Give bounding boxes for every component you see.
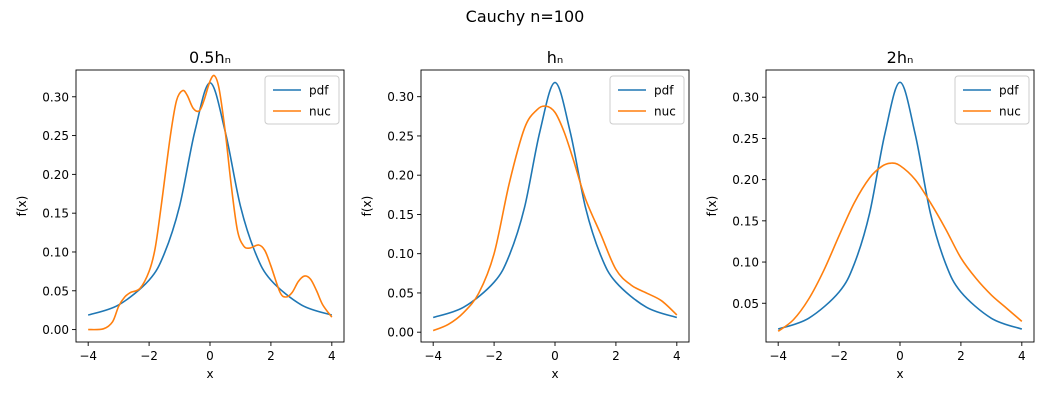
x-tick-label: 4 (328, 349, 336, 363)
subplot-title: 2hₙ (887, 48, 914, 67)
figure-suptitle: Cauchy n=100 (466, 7, 585, 26)
subplot-title: 0.5hₙ (189, 48, 231, 67)
x-tick-label: −4 (424, 349, 442, 363)
y-tick-label: 0.10 (732, 256, 759, 270)
y-tick-label: 0.10 (387, 247, 414, 261)
legend-label-pdf: pdf (999, 84, 1019, 98)
legend: pdf nuc (954, 75, 1030, 125)
legend-label-nuc: nuc (654, 105, 676, 119)
y-axis-label: f(x) (705, 196, 719, 217)
y-tick-label: 0.20 (732, 173, 759, 187)
series-line-pdf (432, 81, 678, 319)
y-tick-label: 0.05 (732, 297, 759, 311)
y-axis-label: f(x) (15, 196, 29, 217)
subplot-1: 0.5hₙ −4 −2 0 2 4 0.00 0.05 0.10 0.15 0.20 0.25 0.30… (15, 48, 345, 381)
series-line-nuc (777, 162, 1023, 332)
legend: pdf nuc (609, 75, 685, 125)
x-tick-label: 2 (267, 349, 275, 363)
y-tick-label: 0.25 (732, 132, 759, 146)
y-tick-label: 0.30 (42, 90, 69, 104)
y-axis-label: f(x) (360, 196, 374, 217)
y-tick-label: 0.25 (42, 129, 69, 143)
y-tick-label: 0.05 (42, 284, 69, 298)
legend-label-pdf: pdf (309, 84, 329, 98)
x-tick-label: 4 (1018, 349, 1026, 363)
x-tick-label: −4 (769, 349, 787, 363)
y-tick-label: 0.30 (732, 91, 759, 105)
y-tick-label: 0.20 (387, 169, 414, 183)
series-line-pdf (777, 81, 1023, 330)
x-tick-label: −4 (79, 349, 97, 363)
subplot-2: hₙ −4 −2 0 2 4 0.00 0.05 0.10 0.15 0.20 0.25 0.30 x f(… (360, 48, 690, 381)
y-tick-label: 0.15 (387, 208, 414, 222)
x-tick-label: −2 (140, 349, 158, 363)
legend-label-nuc: nuc (309, 105, 331, 119)
x-tick-label: 0 (551, 349, 559, 363)
x-axis-label: x (896, 367, 903, 381)
subplot-title: hₙ (547, 48, 564, 67)
series-line-nuc (432, 105, 678, 332)
y-tick-label: 0.05 (387, 286, 414, 300)
x-tick-label: 4 (673, 349, 681, 363)
legend-label-nuc: nuc (999, 105, 1021, 119)
legend-frame (954, 75, 1030, 125)
y-tick-label: 0.15 (732, 214, 759, 228)
legend-frame (609, 75, 685, 125)
y-tick-label: 0.00 (387, 326, 414, 340)
x-tick-label: −2 (830, 349, 848, 363)
x-tick-label: 0 (206, 349, 214, 363)
y-tick-label: 0.20 (42, 168, 69, 182)
x-tick-label: 0 (896, 349, 904, 363)
x-tick-label: −2 (485, 349, 503, 363)
legend: pdf nuc (264, 75, 340, 125)
y-tick-label: 0.30 (387, 90, 414, 104)
y-tick-label: 0.00 (42, 323, 69, 337)
legend-frame (264, 75, 340, 125)
x-tick-label: 2 (612, 349, 620, 363)
x-tick-label: 2 (957, 349, 965, 363)
y-tick-label: 0.10 (42, 245, 69, 259)
subplot-3: 2hₙ −4 −2 0 2 4 0.05 0.10 0.15 0.20 0.25 0.30 x f(x) p… (705, 48, 1035, 381)
y-tick-label: 0.25 (387, 129, 414, 143)
y-tick-label: 0.15 (42, 207, 69, 221)
x-axis-label: x (206, 367, 213, 381)
x-axis-label: x (551, 367, 558, 381)
legend-label-pdf: pdf (654, 84, 674, 98)
series-line-nuc (88, 74, 333, 331)
